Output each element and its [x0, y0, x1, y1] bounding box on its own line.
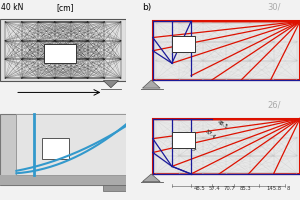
Bar	[0, 114, 126, 185]
Text: 30/: 30/	[268, 3, 281, 12]
Text: 85.3: 85.3	[240, 186, 251, 191]
Text: 70.7: 70.7	[224, 186, 235, 191]
Polygon shape	[142, 174, 160, 182]
Text: 48.5: 48.5	[194, 186, 206, 191]
Text: 48.5: 48.5	[216, 119, 229, 129]
Polygon shape	[103, 81, 118, 88]
Text: 57.4: 57.4	[209, 186, 220, 191]
Bar	[153, 119, 300, 174]
Bar	[153, 119, 300, 174]
Text: [cm]: [cm]	[57, 3, 74, 12]
Bar	[16, 114, 126, 175]
Text: 57.4: 57.4	[204, 128, 217, 140]
Bar	[172, 36, 196, 52]
Bar	[153, 21, 300, 80]
Bar	[153, 21, 300, 80]
Bar	[42, 138, 69, 159]
Bar	[44, 44, 76, 63]
Text: 26/: 26/	[268, 100, 281, 109]
Bar	[172, 132, 196, 148]
Text: 8: 8	[286, 186, 290, 191]
Polygon shape	[142, 80, 160, 88]
Text: 145.8: 145.8	[266, 186, 281, 191]
Bar	[0, 175, 126, 185]
Text: 70.7: 70.7	[185, 141, 197, 154]
Bar	[0, 19, 126, 81]
Text: b): b)	[142, 3, 152, 12]
Text: 40 kN: 40 kN	[1, 3, 24, 12]
Bar	[103, 185, 126, 191]
